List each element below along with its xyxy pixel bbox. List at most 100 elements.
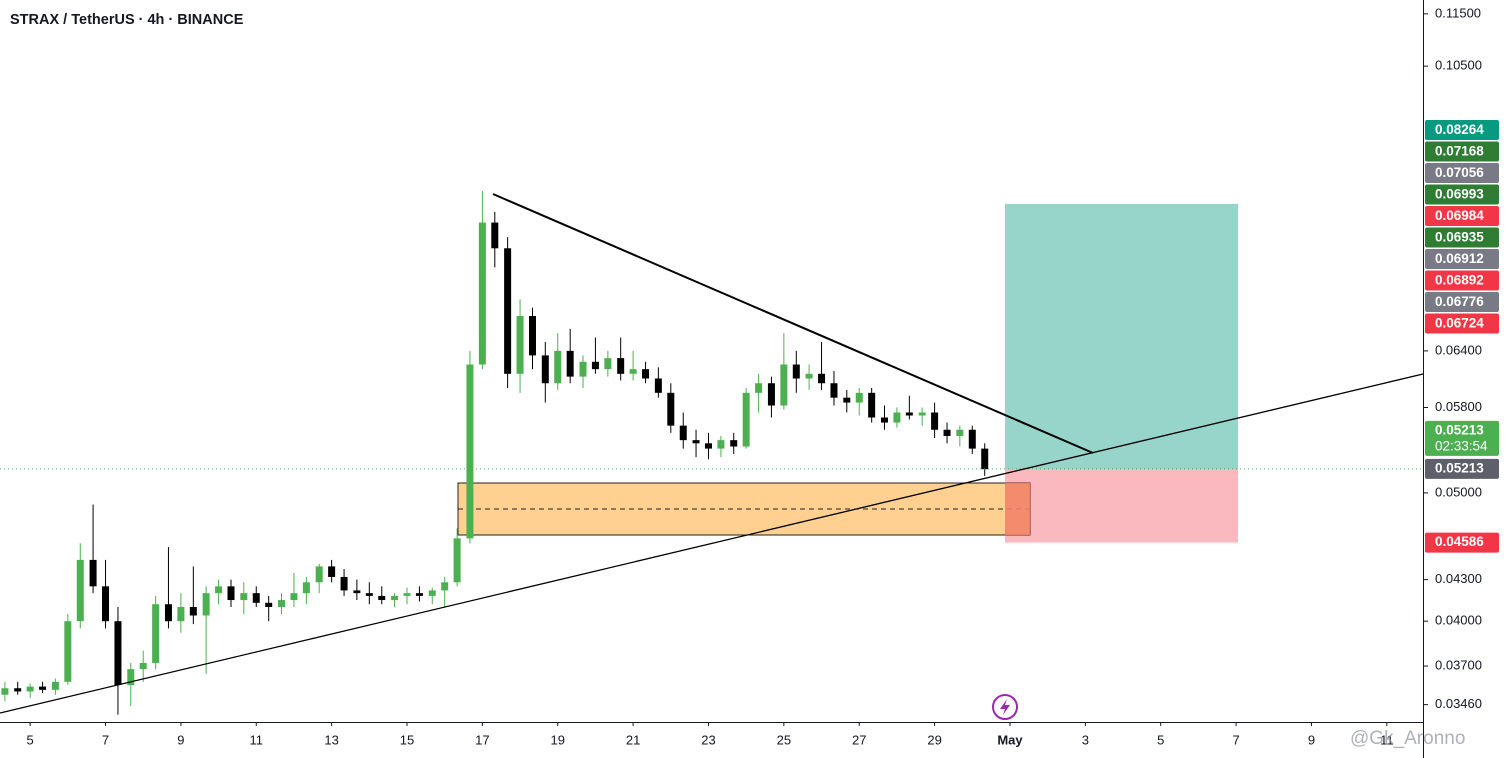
x-tick-label: 19 <box>551 732 565 747</box>
candle-body <box>391 595 399 601</box>
candle-body <box>177 607 185 622</box>
candle-body <box>818 373 826 384</box>
price-label-box <box>1425 313 1499 334</box>
price-label-box <box>1425 120 1499 140</box>
candle-body <box>378 595 386 601</box>
candle-body <box>328 566 336 577</box>
candle-body <box>918 412 926 416</box>
zone-overlap <box>1005 483 1030 535</box>
candle-body <box>164 604 172 622</box>
price-label-box <box>1425 163 1499 183</box>
candle-body <box>692 440 700 444</box>
x-tick-label: May <box>997 732 1023 747</box>
ascending-trendline <box>0 373 1424 714</box>
price-label-box <box>1425 184 1499 205</box>
candle-body <box>491 222 499 249</box>
price-label-box <box>1425 227 1499 248</box>
price-label-box <box>1425 292 1499 312</box>
candle-body <box>767 383 775 406</box>
price-label-box <box>1425 270 1499 291</box>
candle-body <box>792 364 800 379</box>
candle-body <box>805 373 813 379</box>
price-label-box <box>1425 141 1499 162</box>
candle-body <box>868 392 876 418</box>
candle-body <box>478 222 486 365</box>
price-label: 0.07168 <box>1435 144 1484 159</box>
candle-body <box>667 392 675 426</box>
candle-body <box>931 412 939 430</box>
replay-icon[interactable] <box>992 694 1018 720</box>
candle-body <box>278 600 286 608</box>
price-axis-bg <box>1423 0 1509 758</box>
icon-bolt <box>1000 699 1010 715</box>
candle-body <box>14 688 22 692</box>
y-tick-label: 0.05800 <box>1435 399 1482 414</box>
candles <box>0 191 1423 715</box>
x-tick-label: 11 <box>250 732 264 747</box>
y-tick-label: 0.03700 <box>1435 657 1482 672</box>
candle-body <box>981 448 989 470</box>
y-tick-label: 0.04300 <box>1435 571 1482 586</box>
candle-body <box>905 412 913 416</box>
price-label: 0.06912 <box>1435 251 1484 266</box>
price-label-box <box>1425 206 1499 226</box>
candle-body <box>679 425 687 441</box>
candle-body <box>1 688 9 695</box>
candle-body <box>591 361 599 370</box>
descending-trendline <box>492 193 1094 454</box>
candle-body <box>114 621 122 686</box>
candle-body <box>617 358 625 374</box>
candle-body <box>968 429 976 449</box>
x-tick-label: 29 <box>927 732 941 747</box>
candle-body <box>843 397 851 403</box>
candle-body <box>943 429 951 436</box>
price-label-box <box>1425 249 1499 269</box>
candle-body <box>579 361 587 377</box>
countdown-label: 02:33:54 <box>1435 438 1488 453</box>
candle-body <box>642 369 650 379</box>
price-label: 0.06993 <box>1435 187 1484 202</box>
candle-body <box>704 443 712 449</box>
candle-body <box>830 383 838 398</box>
candle-body <box>956 429 964 436</box>
candle-body <box>730 440 738 447</box>
candle-body <box>227 586 235 601</box>
candle-body <box>139 662 147 670</box>
x-tick-label: 15 <box>400 732 414 747</box>
price-label: 0.06984 <box>1435 208 1484 223</box>
candle-body <box>415 593 423 596</box>
price-label: 0.06892 <box>1435 273 1484 288</box>
y-tick-label: 0.03460 <box>1435 696 1482 711</box>
price-label: 0.06935 <box>1435 230 1484 245</box>
price-label: 0.06724 <box>1435 316 1484 331</box>
last-price-box <box>1425 420 1499 456</box>
candle-body <box>453 538 461 583</box>
candle-body <box>541 355 549 384</box>
demand-zone <box>457 482 1031 536</box>
candle-body <box>26 686 34 692</box>
stop-label: 0.04586 <box>1435 534 1484 549</box>
y-tick-label: 0.11500 <box>1435 5 1481 20</box>
candle-body <box>516 316 524 374</box>
position-tool <box>1005 203 1238 543</box>
y-tick-label: 0.10500 <box>1435 58 1482 73</box>
candle-body <box>566 350 574 377</box>
candle-body <box>189 607 197 616</box>
x-tick-label: 27 <box>852 732 866 747</box>
entry-box <box>1425 458 1499 479</box>
y-tick-label: 0.06400 <box>1435 342 1482 357</box>
candle-body <box>629 369 637 374</box>
x-tick-label: 13 <box>324 732 338 747</box>
time-axis-bg <box>0 723 1509 758</box>
candle-body <box>604 358 612 370</box>
candle-body <box>717 440 725 449</box>
x-tick-label: 23 <box>701 732 715 747</box>
candle-body <box>64 621 72 682</box>
x-tick-label: 9 <box>177 732 184 747</box>
profit-zone <box>1005 203 1238 469</box>
candle-body <box>855 392 863 403</box>
stop-box <box>1425 532 1499 553</box>
candle-body <box>780 364 788 406</box>
candle-body <box>365 593 373 596</box>
candle-body <box>755 383 763 393</box>
